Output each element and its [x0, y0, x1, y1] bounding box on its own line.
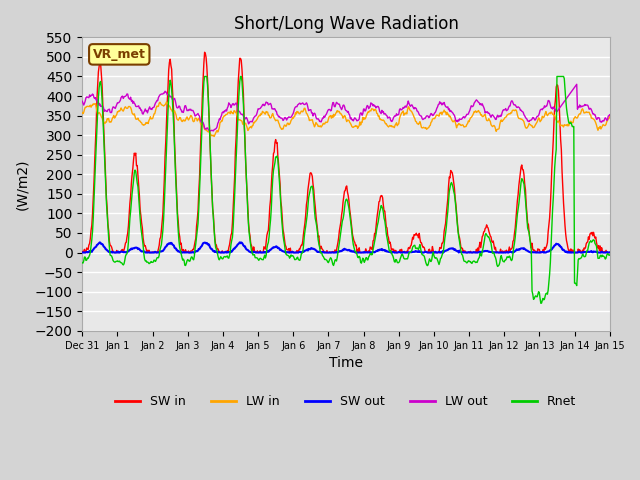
Y-axis label: (W/m2): (W/m2)	[15, 158, 29, 210]
Legend: SW in, LW in, SW out, LW out, Rnet: SW in, LW in, SW out, LW out, Rnet	[111, 390, 582, 413]
Text: VR_met: VR_met	[93, 48, 146, 61]
X-axis label: Time: Time	[329, 356, 363, 370]
Title: Short/Long Wave Radiation: Short/Long Wave Radiation	[234, 15, 458, 33]
